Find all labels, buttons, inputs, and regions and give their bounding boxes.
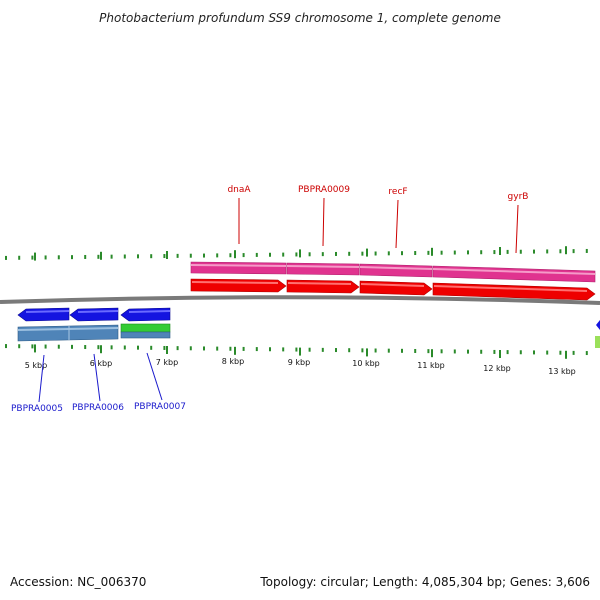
scale-label: 10 kbp [352, 359, 380, 368]
cds-highlight [191, 281, 279, 284]
scale-label: 8 kbp [222, 357, 244, 366]
reverse-gene-track [17, 323, 171, 342]
gene-highlight [190, 264, 287, 267]
scale-label: 13 kbp [548, 367, 576, 376]
cds-highlight [77, 310, 119, 313]
upper-tick-row [5, 246, 588, 261]
cds-highlight [287, 282, 352, 285]
genome-backbone [0, 295, 600, 305]
reverse-gene-block[interactable] [120, 331, 171, 339]
label-leader-line [93, 353, 101, 402]
forward-gene-block[interactable] [359, 263, 433, 278]
forward-cds-arrow[interactable] [359, 280, 433, 296]
gene-highlight [432, 268, 596, 275]
forward-gene-block[interactable] [286, 262, 360, 276]
edge-cds-arrow[interactable] [596, 320, 600, 330]
reverse-cds-arrow[interactable] [17, 307, 70, 322]
forward-cds-track [190, 278, 596, 301]
reverse-cds-track [17, 307, 171, 322]
label-leader-line [146, 352, 163, 401]
scale-label: 5 kbp [25, 361, 47, 370]
reverse-gene-label[interactable]: PBPRA0006 [72, 403, 124, 413]
map-title: Photobacterium profundum SS9 chromosome … [99, 11, 501, 25]
label-leader-line [38, 354, 45, 403]
forward-gene-track [190, 261, 596, 283]
scale-label: 12 kbp [483, 364, 511, 373]
forward-cds-arrow[interactable] [190, 278, 287, 293]
reverse-gene-label[interactable]: PBPRA0005 [11, 404, 63, 414]
gene-highlight [17, 327, 119, 331]
label-leader-line [322, 197, 325, 247]
scale-label: 9 kbp [288, 358, 310, 367]
scale-label: 11 kbp [417, 361, 445, 370]
scale-labels: 5 kbp 6 kbp 7 kbp 8 kbp 9 kbp 10 kbp 11 kbp 12 … [25, 357, 576, 376]
label-leader-line [395, 199, 399, 249]
scale-label: 6 kbp [90, 359, 112, 368]
edge-rna-block[interactable] [595, 336, 600, 348]
lower-tick-row [5, 344, 588, 359]
gene-highlight [359, 266, 433, 270]
forward-cds-arrow[interactable] [286, 279, 360, 294]
reverse-gene-label[interactable]: PBPRA0007 [134, 402, 186, 412]
forward-gene-label[interactable]: PBPRA0009 [298, 185, 350, 195]
label-leader-line [515, 204, 519, 254]
gene-highlight [286, 265, 360, 268]
accession-text: Accession: NC_006370 [10, 575, 146, 589]
cds-highlight [128, 310, 171, 313]
forward-gene-label[interactable]: gyrB [508, 192, 529, 202]
rna-block[interactable] [120, 323, 171, 333]
forward-gene-block[interactable] [190, 261, 287, 275]
forward-gene-labels: dnaA PBPRA0009 recF gyrB [227, 185, 529, 254]
reverse-gene-labels: PBPRA0005 PBPRA0006 PBPRA0007 [11, 352, 186, 414]
cds-highlight [433, 285, 588, 292]
reverse-cds-arrow[interactable] [120, 307, 171, 322]
forward-gene-label[interactable]: recF [388, 187, 407, 197]
cds-highlight [360, 283, 425, 287]
genome-summary-text: Topology: circular; Length: 4,085,304 bp… [259, 575, 590, 589]
cds-highlight [25, 310, 70, 313]
scale-label: 7 kbp [156, 358, 178, 367]
forward-gene-label[interactable]: dnaA [227, 185, 251, 195]
reverse-cds-arrow[interactable] [69, 307, 119, 322]
edge-feature [595, 320, 600, 348]
